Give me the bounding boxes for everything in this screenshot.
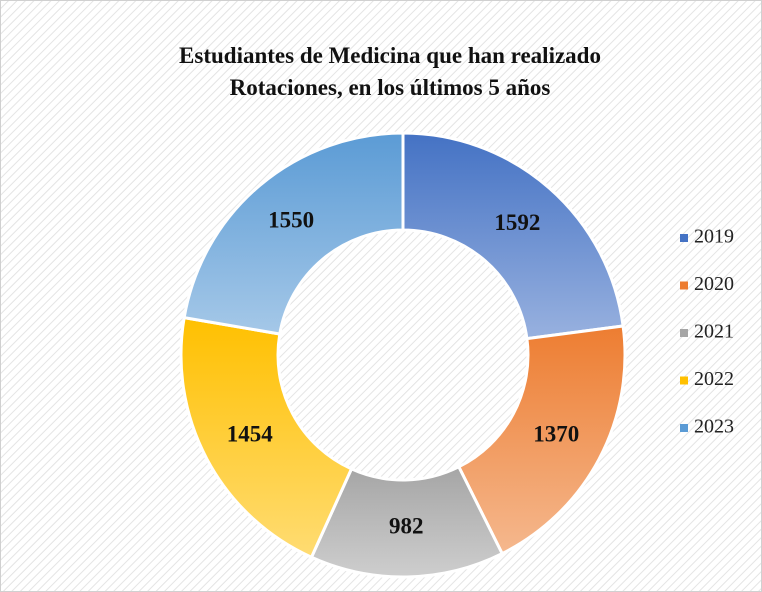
legend-swatch [680,234,688,242]
legend-label: 2021 [694,321,734,343]
legend-swatch [680,281,688,290]
data-label: 1370 [533,422,579,447]
legend-label: 2020 [694,273,734,295]
donut-slice [182,131,405,336]
donut-slice [179,315,354,560]
chart-title: Estudiantes de Medicina que han realizad… [179,43,601,100]
legend-swatch [680,329,688,337]
legend-label: 2022 [694,368,734,390]
legend-swatch [680,376,688,385]
data-label: 1592 [494,210,540,235]
donut-slice [456,324,627,556]
legend-label: 2019 [694,226,734,248]
data-label: 1550 [268,208,314,233]
legend-swatch [680,424,688,432]
data-label: 982 [389,514,424,539]
donut-slice [401,131,625,341]
data-label: 1454 [227,422,274,447]
legend-label: 2023 [694,416,734,438]
